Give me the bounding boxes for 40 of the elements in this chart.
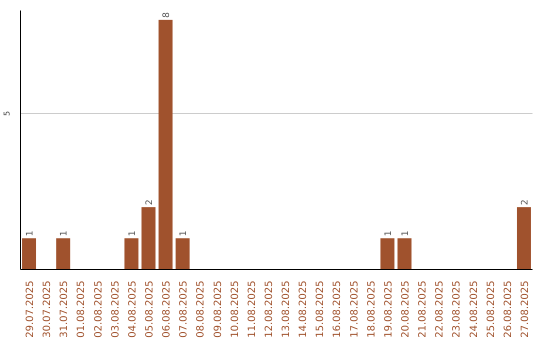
x-tick-label: 15.08.2025	[315, 280, 326, 338]
x-tick-label: 22.08.2025	[434, 280, 446, 338]
x-tick-label: 07.08.2025	[178, 280, 190, 338]
data-label: 1	[60, 230, 70, 236]
x-tick-label: 06.08.2025	[162, 280, 173, 338]
data-label: 1	[128, 230, 138, 236]
x-tick-label: 04.08.2025	[127, 280, 138, 338]
data-label: 8	[162, 12, 172, 18]
x-tick-label: 13.08.2025	[281, 280, 292, 338]
data-label: 1	[179, 230, 190, 236]
x-tick-label: 09.08.2025	[212, 280, 224, 338]
data-label: 1	[384, 230, 394, 236]
x-tick-label: 21.08.2025	[418, 280, 429, 338]
x-tick-label: 14.08.2025	[298, 280, 310, 338]
x-tick-label: 24.08.2025	[468, 280, 480, 338]
x-tick-label: 17.08.2025	[349, 280, 360, 338]
x-tick-label: 19.08.2025	[383, 280, 394, 338]
x-tick-label: 26.08.2025	[502, 280, 514, 338]
y-tick-label: 5	[2, 110, 12, 116]
x-tick-label: 11.08.2025	[246, 280, 258, 338]
x-tick-label: 29.07.2025	[25, 280, 36, 338]
x-tick-label: 31.07.2025	[59, 280, 70, 338]
x-tick-label: 03.08.2025	[110, 280, 122, 338]
x-tick-label: 08.08.2025	[196, 280, 207, 338]
x-tick-label: 02.08.2025	[93, 280, 104, 338]
data-label: 2	[520, 199, 530, 206]
x-tick-label: 23.08.2025	[452, 280, 463, 338]
data-label: 1	[401, 230, 411, 236]
data-label: 2	[145, 199, 155, 206]
x-tick-label: 25.08.2025	[486, 280, 497, 338]
data-label: 1	[26, 230, 36, 236]
x-tick-label: 12.08.2025	[264, 280, 275, 338]
x-tick-label: 10.08.2025	[230, 280, 241, 338]
x-tick-label: 18.08.2025	[366, 280, 378, 338]
x-tick-label: 30.07.2025	[42, 280, 54, 338]
x-tick-label: 05.08.2025	[144, 280, 156, 338]
x-tick-label: 27.08.2025	[520, 280, 531, 338]
x-tick-label: 16.08.2025	[332, 280, 344, 338]
x-tick-label: 20.08.2025	[400, 280, 412, 338]
x-tick-label: 01.08.2025	[76, 280, 88, 338]
